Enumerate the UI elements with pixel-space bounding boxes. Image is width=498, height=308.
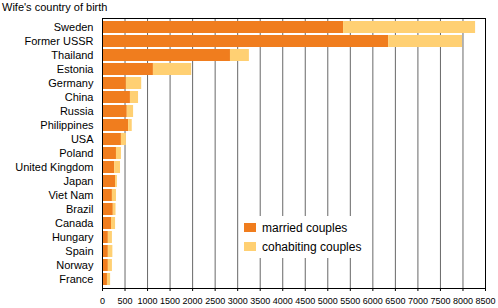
svg-text:Philippines: Philippines	[40, 119, 94, 131]
svg-text:5000: 5000	[318, 296, 338, 306]
svg-text:Russia: Russia	[60, 105, 95, 117]
svg-text:7500: 7500	[430, 296, 450, 306]
svg-text:Brazil: Brazil	[66, 203, 94, 215]
svg-text:Estonia: Estonia	[57, 63, 95, 75]
svg-text:Japan: Japan	[64, 175, 94, 187]
svg-text:6000: 6000	[363, 296, 383, 306]
svg-text:France: France	[59, 273, 93, 285]
svg-text:Germany: Germany	[48, 77, 94, 89]
svg-text:4500: 4500	[295, 296, 315, 306]
svg-text:3500: 3500	[250, 296, 270, 306]
svg-text:2000: 2000	[183, 296, 203, 306]
svg-text:Viet Nam: Viet Nam	[48, 189, 93, 201]
html-text:cohabiting couples: cohabiting couples	[262, 239, 362, 254]
html-text:married couples: married couples	[262, 220, 348, 235]
svg-text:Former USSR: Former USSR	[24, 35, 93, 47]
svg-text:500: 500	[118, 296, 133, 306]
svg-text:Canada: Canada	[55, 217, 94, 229]
html-text:Wife's country of birth: Wife's country of birth	[2, 1, 108, 13]
svg-text:4000: 4000	[273, 296, 293, 306]
svg-text:Spain: Spain	[65, 245, 93, 257]
svg-text:3000: 3000	[228, 296, 248, 306]
svg-text:Poland: Poland	[59, 147, 93, 159]
svg-text:2500: 2500	[205, 296, 225, 306]
svg-text:1000: 1000	[138, 296, 158, 306]
svg-text:8500: 8500	[475, 296, 495, 306]
svg-text:0: 0	[100, 296, 105, 306]
svg-text:Thailand: Thailand	[51, 49, 93, 61]
svg-text:5500: 5500	[340, 296, 360, 306]
svg-text:China: China	[65, 91, 95, 103]
svg-text:Hungary: Hungary	[52, 231, 94, 243]
svg-text:USA: USA	[71, 133, 94, 145]
svg-text:6500: 6500	[385, 296, 405, 306]
svg-text:Norway: Norway	[56, 259, 94, 271]
svg-text:United Kingdom: United Kingdom	[15, 161, 93, 173]
svg-text:8000: 8000	[453, 296, 473, 306]
svg-text:7000: 7000	[408, 296, 428, 306]
svg-text:1500: 1500	[160, 296, 180, 306]
svg-text:Sweden: Sweden	[54, 21, 94, 33]
